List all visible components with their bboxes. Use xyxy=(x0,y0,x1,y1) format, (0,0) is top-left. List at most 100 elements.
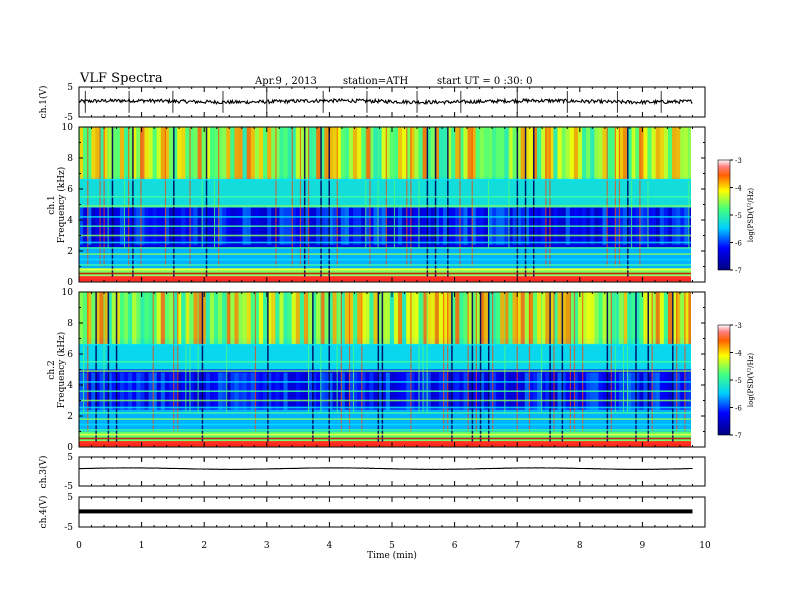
narrowband-line xyxy=(79,205,691,207)
spectral-column xyxy=(132,127,137,180)
spectral-column xyxy=(398,127,403,180)
spectral-column xyxy=(254,292,260,345)
spectral-column xyxy=(663,292,669,345)
x-tick-label: 7 xyxy=(514,541,520,551)
spectral-green-column xyxy=(336,292,338,413)
spectral-dark-column xyxy=(426,127,429,278)
spectral-column xyxy=(128,292,133,345)
spectral-dark-column xyxy=(328,292,330,443)
narrowband-line xyxy=(79,381,691,383)
spectral-column xyxy=(528,292,534,345)
spectral-column xyxy=(308,127,313,180)
y-tick-label: 5 xyxy=(67,493,73,503)
spectral-column xyxy=(406,292,411,345)
spectral-column xyxy=(250,292,256,345)
spectral-column xyxy=(430,292,436,345)
spectral-column xyxy=(291,292,296,345)
spectral-green-column xyxy=(504,292,506,413)
spectral-column xyxy=(283,292,288,345)
spectral-column xyxy=(487,292,493,345)
spectral-column xyxy=(111,292,117,345)
spectral-column xyxy=(410,292,415,345)
spectral-column xyxy=(569,127,575,180)
spectral-column xyxy=(516,127,521,180)
spectral-green-column xyxy=(422,292,424,413)
spectral-dark-column xyxy=(434,127,437,278)
spectral-column xyxy=(205,292,211,345)
x-tick-label: 10 xyxy=(699,541,711,551)
spectral-column xyxy=(332,127,337,180)
spectral-column xyxy=(381,127,386,180)
y-tick-label: 5 xyxy=(67,453,73,463)
spectral-column xyxy=(573,292,579,345)
spectral-column xyxy=(87,292,92,345)
spectral-column xyxy=(573,127,579,180)
spectral-column xyxy=(242,127,247,180)
narrowband-line xyxy=(79,370,691,372)
colorbar xyxy=(717,324,731,436)
y-tick-label: 10 xyxy=(62,123,74,133)
spectral-column xyxy=(385,127,391,180)
ch1-spectrogram-panel xyxy=(79,127,691,282)
spectral-column xyxy=(479,127,485,180)
spectral-column xyxy=(332,292,337,345)
spectral-green-column xyxy=(393,127,395,248)
spectral-column xyxy=(128,127,133,180)
spectral-column xyxy=(651,127,656,180)
spectral-column xyxy=(688,127,691,180)
spectral-column xyxy=(500,127,505,180)
spectral-column xyxy=(173,127,178,180)
spectral-column xyxy=(312,292,317,345)
spectral-column xyxy=(148,292,153,345)
y-tick-label: -5 xyxy=(64,113,73,123)
spectral-column xyxy=(447,127,452,180)
x-tick-label: 0 xyxy=(76,541,82,551)
spectral-column xyxy=(250,127,256,180)
spectral-column xyxy=(434,127,440,180)
colorbar-tick-label: -4 xyxy=(735,350,742,358)
spectral-column xyxy=(622,127,628,180)
spectral-column xyxy=(254,127,260,180)
spectral-column xyxy=(582,127,587,180)
station-label: station=ATH xyxy=(343,76,409,87)
y-tick-label: 6 xyxy=(67,350,73,360)
spectral-column xyxy=(606,127,611,180)
spectral-column xyxy=(557,127,562,180)
spectral-green-column xyxy=(123,127,125,248)
spectral-column xyxy=(402,292,407,345)
spectral-column xyxy=(103,292,108,345)
spectral-dark-column xyxy=(524,127,527,278)
spectral-column xyxy=(185,127,190,180)
spectral-green-column xyxy=(197,292,199,413)
spectral-column xyxy=(565,292,570,345)
spectral-column xyxy=(426,127,431,180)
spectral-column xyxy=(475,127,481,180)
spectral-column xyxy=(614,127,620,180)
spectral-dark-column xyxy=(328,127,330,278)
spectral-column xyxy=(639,127,644,180)
spectral-column xyxy=(213,292,219,345)
spectral-column xyxy=(197,292,202,345)
spectral-column xyxy=(123,127,129,180)
spectral-column xyxy=(667,127,673,180)
spectral-column xyxy=(205,127,211,180)
x-tick-label: 1 xyxy=(139,541,145,551)
spectral-column xyxy=(438,127,444,180)
spectral-column xyxy=(168,292,174,345)
spectral-column xyxy=(357,292,362,345)
spectral-column xyxy=(373,127,378,180)
spectral-column xyxy=(95,127,100,180)
spectral-column xyxy=(340,127,346,180)
spectral-column xyxy=(181,127,186,180)
spectral-column xyxy=(614,292,620,345)
spectral-column xyxy=(258,292,264,345)
spectral-column xyxy=(152,292,157,345)
colorbar-label: log(PSD(V²/Hz) xyxy=(747,353,755,408)
spectral-dark-column xyxy=(447,127,449,278)
spectral-green-column xyxy=(487,127,489,248)
spectral-column xyxy=(230,292,235,345)
spectral-column xyxy=(438,292,444,345)
x-tick-label: 4 xyxy=(327,541,333,551)
narrowband-line xyxy=(79,264,691,266)
spectral-green-column xyxy=(508,127,510,248)
